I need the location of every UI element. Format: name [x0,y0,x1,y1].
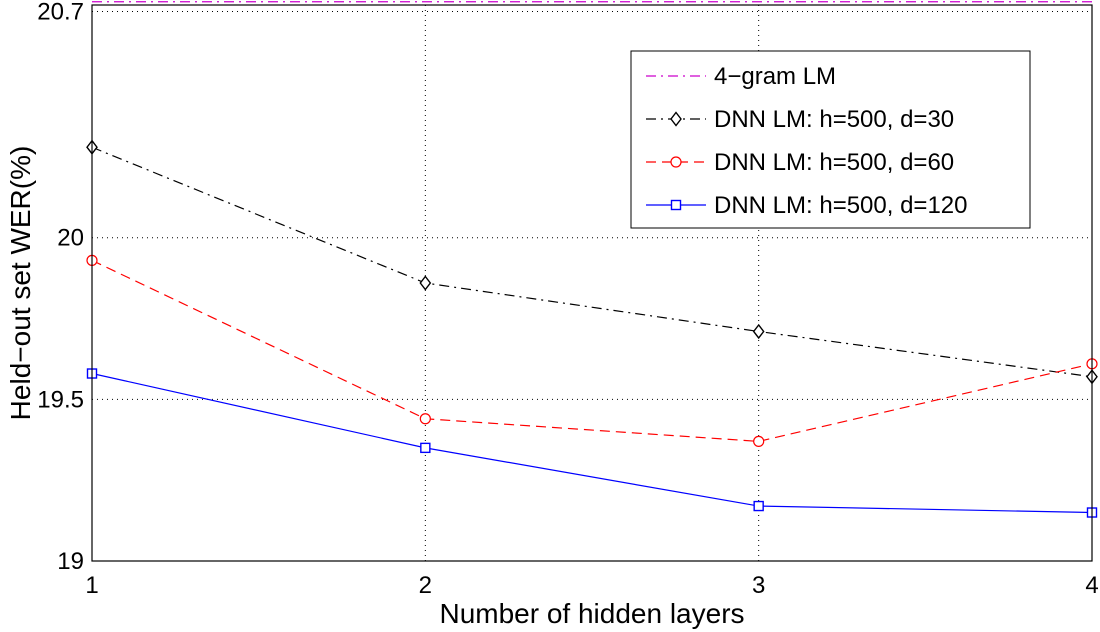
y-tick-label: 20.7 [37,0,84,25]
data-point-diamond [752,323,765,340]
data-point-circle [753,435,765,447]
series-line-3 [91,372,1093,514]
legend-label: 4−gram LM [714,63,836,90]
x-tick-label: 3 [752,572,765,599]
series-line-2 [91,259,1093,443]
legend-marker-square [670,199,682,211]
data-point-square [420,442,431,454]
data-point-square [753,500,764,512]
legend: 4−gram LM DNN LM: h=500, d=30 DNN LM: h=50… [630,50,1031,229]
data-point-diamond [419,275,432,291]
y-tick-label: 20 [57,225,84,252]
plot-frame [91,4,1093,562]
y-axis-label: Held−out set WER(%) [5,146,36,421]
y-tick-label: 19.5 [37,386,84,413]
tick-labels: 1 2 3 4 19 19.5 20 20.7 [37,0,1098,599]
legend-label: DNN LM: h=500, d=60 [714,149,954,176]
legend-label: DNN LM: h=500, d=30 [714,106,954,133]
legend-box [630,50,1031,229]
legend-marker-diamond [670,111,682,127]
y-tick-label: 19 [57,548,84,575]
series-2 [86,254,1098,447]
data-point-circle [419,413,431,425]
legend-label: DNN LM: h=500, d=120 [714,192,968,219]
x-tick-label: 4 [1085,572,1098,599]
grid-lines [92,5,1092,561]
series-line-1 [91,146,1093,378]
x-tick-label: 1 [85,572,98,599]
series-3 [86,368,1098,518]
legend-marker-circle [670,156,682,168]
x-tick-label: 2 [419,572,432,599]
x-axis-label: Number of hidden layers [439,598,744,629]
